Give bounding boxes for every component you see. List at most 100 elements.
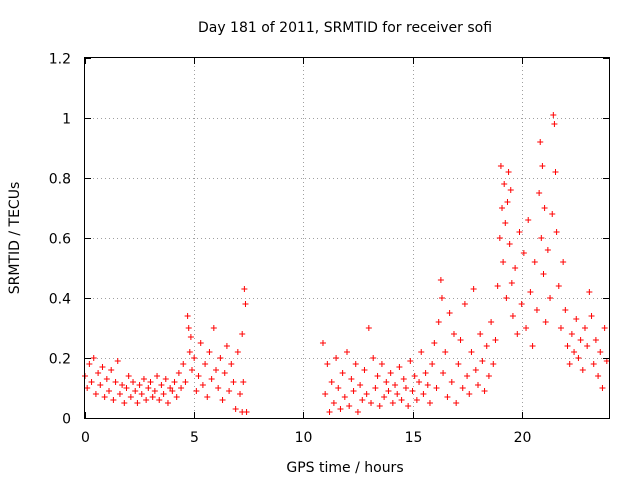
data-point: [138, 391, 145, 397]
y-tick-label: 0: [62, 412, 71, 428]
data-point: [239, 409, 246, 415]
axis-ticks: 0 0.2 0.4 0.6 0.8 1 1.2 0 5 10 15 20: [49, 52, 609, 446]
data-point: [357, 382, 364, 388]
data-point: [193, 388, 200, 394]
data-point: [187, 334, 194, 340]
data-point: [516, 229, 523, 235]
data-point: [241, 286, 248, 292]
data-point: [88, 379, 95, 385]
data-point: [597, 349, 604, 355]
data-point: [396, 364, 403, 370]
data-point: [531, 259, 538, 265]
data-point: [392, 382, 399, 388]
data-point: [581, 325, 588, 331]
data-point: [599, 385, 606, 391]
data-point: [208, 376, 215, 382]
data-point: [204, 394, 211, 400]
data-point: [492, 337, 499, 343]
data-point: [319, 340, 326, 346]
data-point: [573, 316, 580, 322]
data-point: [125, 373, 132, 379]
data-point: [547, 295, 554, 301]
data-point: [228, 361, 235, 367]
data-point: [405, 403, 412, 409]
y-tick-label: 0.6: [49, 232, 71, 248]
data-point: [112, 379, 119, 385]
data-point: [361, 367, 368, 373]
data-point: [448, 379, 455, 385]
data-point: [500, 259, 507, 265]
data-point: [485, 373, 492, 379]
data-point: [438, 295, 445, 301]
data-point: [221, 370, 228, 376]
data-point: [542, 319, 549, 325]
data-point: [584, 343, 591, 349]
data-point: [121, 400, 128, 406]
data-point: [431, 340, 438, 346]
data-point: [199, 382, 206, 388]
data-point: [363, 391, 370, 397]
data-point: [86, 361, 93, 367]
data-point: [378, 361, 385, 367]
data-point: [426, 400, 433, 406]
data-point: [175, 370, 182, 376]
data-point: [509, 313, 516, 319]
data-point: [182, 379, 189, 385]
data-point: [219, 397, 226, 403]
data-point: [472, 367, 479, 373]
data-point: [188, 367, 195, 373]
data-point: [341, 394, 348, 400]
data-point: [461, 301, 468, 307]
data-point: [374, 373, 381, 379]
data-point: [579, 367, 586, 373]
data-point: [383, 379, 390, 385]
data-point: [523, 325, 530, 331]
data-point: [444, 394, 451, 400]
data-point: [552, 169, 559, 175]
data-point: [560, 259, 567, 265]
data-point: [376, 403, 383, 409]
data-point: [481, 388, 488, 394]
data-point: [151, 388, 158, 394]
data-point: [505, 169, 512, 175]
data-point: [394, 391, 401, 397]
data-point: [234, 349, 241, 355]
x-axis-label: GPS time / hours: [286, 460, 403, 476]
data-point: [586, 289, 593, 295]
data-point: [479, 358, 486, 364]
data-point: [180, 361, 187, 367]
data-point: [185, 325, 192, 331]
data-point: [512, 265, 519, 271]
data-point: [457, 337, 464, 343]
data-point: [335, 385, 342, 391]
data-point: [540, 271, 547, 277]
data-point: [123, 385, 130, 391]
data-point: [435, 319, 442, 325]
plot-frame: [84, 57, 610, 419]
data-point: [186, 349, 193, 355]
data-point: [197, 340, 204, 346]
data-point: [160, 391, 167, 397]
data-point: [525, 217, 532, 223]
data-point: [385, 388, 392, 394]
data-point: [588, 313, 595, 319]
data-point: [440, 370, 447, 376]
data-point: [494, 283, 501, 289]
data-point: [520, 250, 527, 256]
data-point: [344, 349, 350, 355]
data-point: [149, 394, 156, 400]
data-point: [413, 397, 420, 403]
data-point: [333, 355, 340, 361]
data-point: [544, 247, 551, 253]
data-point: [99, 364, 106, 370]
data-point: [337, 406, 344, 412]
data-point: [592, 337, 599, 343]
data-point: [352, 361, 359, 367]
data-point: [504, 199, 511, 205]
data-point: [475, 382, 481, 388]
data-point: [502, 220, 509, 226]
data-point: [92, 391, 99, 397]
y-tick-label: 1.2: [49, 52, 71, 68]
data-point: [503, 295, 510, 301]
